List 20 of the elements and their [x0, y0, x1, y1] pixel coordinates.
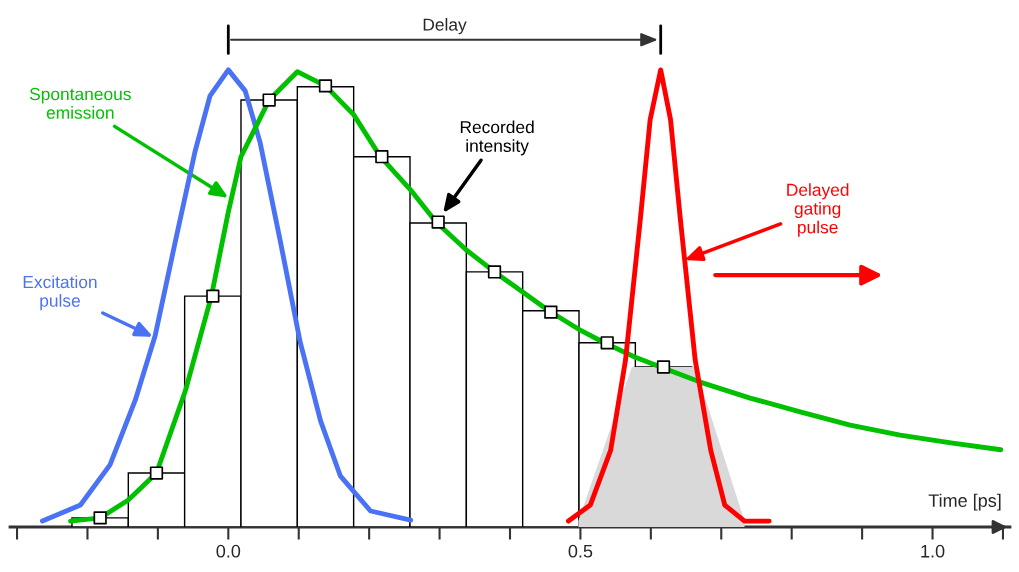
point — [206, 289, 220, 303]
annotation: Recorded intensity — [460, 120, 534, 156]
point — [262, 93, 276, 107]
annotation: Spontaneous emission — [29, 87, 131, 119]
x-axis-title: Time [ps] — [928, 493, 1001, 511]
annotation: Delayed gating pulse — [787, 183, 849, 237]
annotation: Excitation pulse — [23, 275, 97, 311]
x-tick-label: 0.0 — [216, 544, 241, 558]
point — [656, 360, 671, 374]
point — [149, 466, 164, 480]
text: Delay — [423, 18, 467, 35]
point — [487, 265, 502, 279]
point — [431, 215, 445, 229]
point — [93, 511, 107, 525]
point — [318, 79, 333, 93]
x-tick-label: 1.0 — [921, 544, 945, 558]
point — [600, 336, 614, 350]
point — [375, 150, 389, 164]
x-tick-label: 0.5 — [568, 544, 593, 558]
point — [544, 305, 558, 319]
